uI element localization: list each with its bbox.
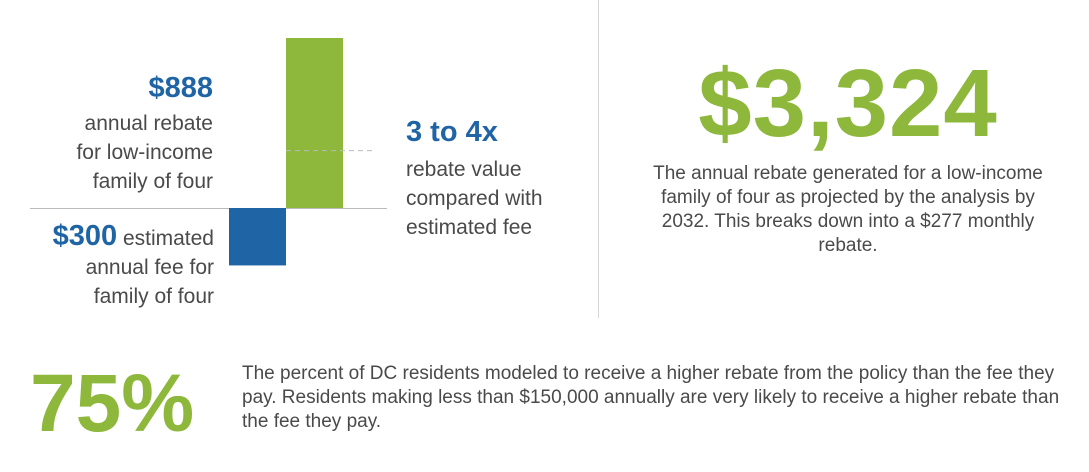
fee-label-word: estimated — [117, 227, 214, 250]
fee-label-line1: $300 estimated — [30, 222, 214, 253]
ratio-line1: rebate value — [406, 158, 522, 181]
ratio-label-block: 3 to 4x rebate value compared with estim… — [406, 118, 596, 242]
annual-rebate-2032-value: $3,324 — [698, 50, 998, 157]
fee-label-line3: family of four — [93, 285, 214, 308]
rebate-vs-fee-chart — [30, 38, 387, 266]
fee-label-line2: annual fee for — [85, 256, 214, 279]
ratio-line2: compared with — [406, 187, 543, 210]
annual-rebate-2032-description: The annual rebate generated for a low-in… — [653, 163, 1043, 256]
rebate-label-line1: annual rebate — [84, 112, 213, 135]
rebate-label-block: $888 annual rebate for low-income family… — [30, 74, 213, 196]
ratio-line3: estimated fee — [406, 216, 533, 239]
fee-amount: $300 — [52, 220, 118, 252]
residents-percent-description: The percent of DC residents modeled to r… — [242, 363, 1060, 432]
fee-label-block: $300 estimated annual fee for family of … — [30, 222, 214, 311]
residents-percent-value: 75% — [30, 358, 195, 449]
ratio-headline: 3 to 4x — [406, 116, 498, 148]
rebate-amount: $888 — [148, 72, 213, 104]
vertical-divider — [598, 0, 599, 318]
rebate-bar — [286, 38, 343, 208]
rebate-label-line3: family of four — [92, 170, 213, 193]
fee-bar — [229, 208, 286, 266]
rebate-label-line2: for low-income — [76, 141, 213, 164]
